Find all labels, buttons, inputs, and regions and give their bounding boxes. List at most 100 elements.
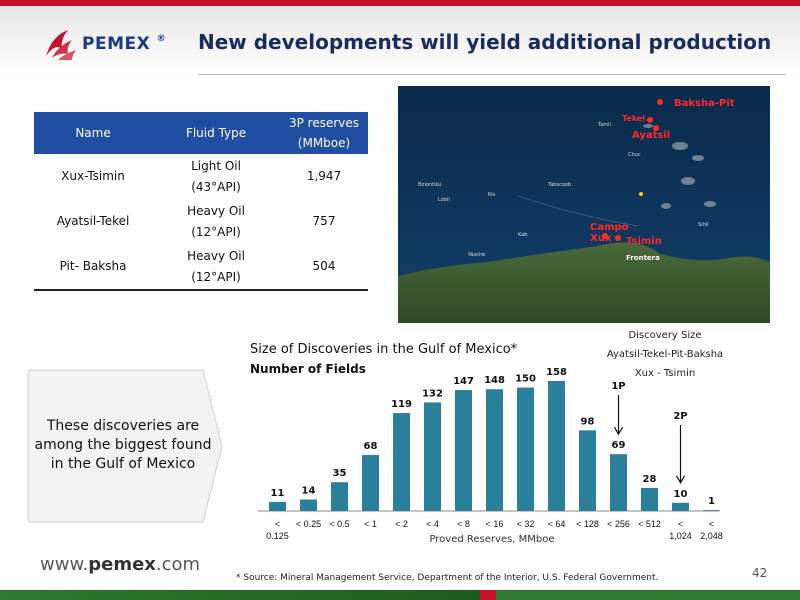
page-title: New developments will yield additional p… [198, 30, 772, 54]
page-number: 42 [752, 566, 768, 580]
bar-5 [424, 402, 441, 511]
x-tick-label: < 256 [607, 519, 630, 529]
bar-value-label: 148 [484, 375, 505, 386]
reserves-table: Name Fluid Type 3P reserves (MMboe) Xux-… [34, 112, 368, 291]
legend-line-2: Xux - Tsimin [634, 368, 696, 379]
row-reserves: 1,947 [306, 169, 342, 183]
pemex-logo: PEMEX ® [42, 26, 182, 62]
callout-arrow-shape [27, 369, 223, 523]
x-tick-label: < 4 [426, 519, 439, 529]
source-footnote: * Source: Mineral Management Service, De… [236, 573, 659, 583]
fluid-api-line: (12°API) [191, 224, 241, 239]
row-fluid-type: Heavy Oil (12°API) [152, 199, 280, 244]
svg-text:Kab: Kab [518, 232, 527, 238]
bar-0 [269, 501, 286, 511]
bar-value-label: 1 [708, 496, 715, 507]
x-axis-title: Proved Reserves, MMboe [429, 534, 554, 545]
bar-value-label: 35 [333, 468, 347, 479]
bar-value-label: 14 [302, 485, 316, 496]
bar-value-label: 11 [271, 488, 285, 499]
x-tick-label-line2: 1,024 [669, 531, 692, 541]
x-tick-label: < [709, 519, 714, 529]
map-small-labels: Tamil Chuc Sihil Bolontiku Lobil Kix Tabscoo… [418, 122, 709, 258]
bar-value-label: 68 [364, 441, 378, 452]
bottom-accent-bar [0, 590, 800, 600]
bar-8 [517, 387, 534, 511]
legend-title: Discovery Size [628, 330, 702, 341]
chart-subtitle: Number of Fields [250, 362, 366, 376]
title-divider [198, 74, 786, 75]
map-label-baksha-pit: Baksha-Pit [674, 98, 735, 109]
bar-1 [300, 499, 317, 511]
column-header-reserves: 3P reserves (MMboe) [280, 112, 368, 154]
x-tick-label: < 1 [364, 519, 377, 529]
row-name: Pit- Baksha [34, 244, 153, 291]
bar-12 [641, 487, 658, 511]
bar-value-label: 98 [581, 416, 595, 427]
column-header-reserves-label: 3P reserves (MMboe) [288, 116, 360, 150]
x-tick-label: < 8 [457, 519, 470, 529]
svg-text:Lobil: Lobil [438, 197, 450, 203]
svg-text:Yaxche: Yaxche [467, 252, 485, 258]
annotation-arrow-head [675, 475, 686, 484]
satellite-map: Tamil Chuc Sihil Bolontiku Lobil Kix Tabscoo… [398, 86, 770, 323]
bar-13 [672, 502, 689, 511]
row-name: Xux-Tsimin [61, 169, 125, 183]
svg-text:Kix: Kix [488, 192, 496, 198]
svg-text:Bolontiku: Bolontiku [418, 182, 441, 188]
annotation-arrow-head [613, 426, 624, 436]
x-tick-label: < 64 [548, 519, 566, 529]
top-accent-bar [0, 0, 800, 6]
svg-text:Sihil: Sihil [698, 222, 709, 228]
x-tick-label: < 0.25 [296, 519, 321, 529]
fluid-type-line: Heavy Oil [187, 248, 245, 263]
legend-line-1: Ayatsil-Tekel-Pit-Baksha [606, 349, 724, 360]
bar-value-label: 150 [515, 374, 536, 385]
fluid-type-line: Light Oil [191, 158, 241, 173]
x-tick-label: < 16 [486, 519, 504, 529]
map-label-campo-xux: Campo Xux [590, 222, 629, 244]
x-tick-label-line2: 2,048 [700, 531, 723, 541]
bar-6 [455, 390, 472, 511]
bar-2 [331, 482, 348, 511]
bar-value-label: 147 [453, 376, 474, 387]
fluid-api-line: (43°API) [191, 179, 241, 194]
x-tick-label: < 0.5 [329, 519, 349, 529]
table-row: Pit- Baksha Heavy Oil (12°API) 504 [34, 244, 368, 291]
table-header-row: Name Fluid Type 3P reserves (MMboe) [34, 112, 368, 154]
bar-11 [610, 454, 627, 511]
x-tick-label: < 32 [517, 519, 535, 529]
header-background [0, 6, 800, 76]
map-label-ayatsil: Ayatsil [632, 130, 671, 141]
bar-value-label: 158 [546, 367, 567, 378]
svg-text:Tabscoob: Tabscoob [547, 182, 571, 188]
field-markers [602, 99, 663, 241]
row-reserves: 504 [280, 244, 368, 291]
map-label-tekel: Tekel [622, 114, 646, 123]
bar-14 [703, 510, 720, 511]
x-tick-label-line2: 0.125 [266, 531, 289, 541]
land-area [398, 242, 770, 323]
row-reserves: 757 [312, 214, 336, 228]
row-fluid-type: Heavy Oil (12°API) [152, 244, 280, 291]
chart-legend: Discovery Size Ayatsil-Tekel-Pit-Baksha … [590, 326, 740, 383]
platform-cluster [643, 124, 716, 209]
row-fluid-type: Light Oil (43°API) [152, 154, 280, 199]
svg-text:Tamil: Tamil [597, 122, 611, 128]
fluid-type-line: Heavy Oil [187, 203, 245, 218]
row-name: Ayatsil-Tekel [56, 214, 130, 228]
bar-4 [393, 413, 410, 511]
bar-7 [486, 389, 503, 511]
chart-title: Size of Discoveries in the Gulf of Mexic… [250, 342, 518, 357]
bar-value-label: 132 [422, 388, 443, 399]
callout-box: These discoveries are among the biggest … [27, 369, 223, 523]
x-tick-label: < [275, 519, 280, 529]
bar-9 [548, 381, 565, 511]
brand-name: PEMEX ® [82, 34, 167, 54]
website-url[interactable]: www.pemex.com [40, 554, 201, 575]
table-row: Ayatsil-Tekel Heavy Oil (12°API) 757 [34, 199, 368, 244]
bar-value-label: 10 [674, 489, 688, 500]
bar-value-label: 119 [391, 399, 412, 410]
x-tick-label: < 512 [638, 519, 661, 529]
pemex-logo-icon [46, 30, 76, 60]
